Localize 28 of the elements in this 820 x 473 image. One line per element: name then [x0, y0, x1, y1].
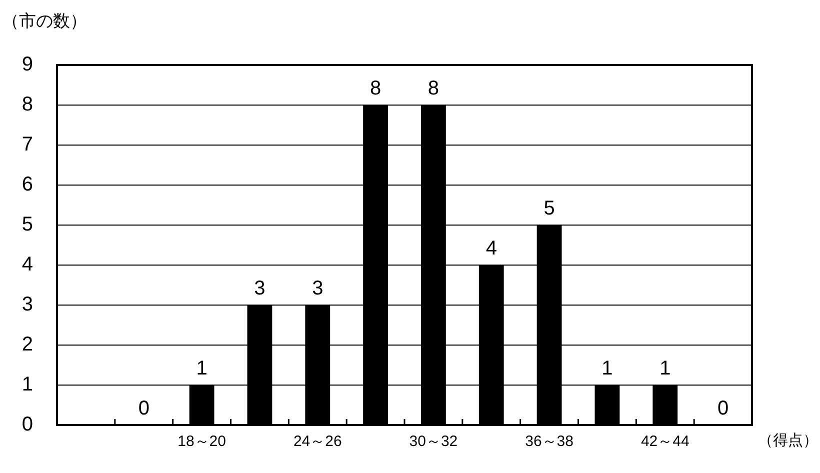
- y-tick-label: 8: [22, 94, 33, 116]
- x-tick-label: 42～44: [640, 433, 690, 450]
- x-tick-label: 30～32: [409, 433, 458, 450]
- data-label: 5: [544, 198, 555, 220]
- data-label: 8: [370, 78, 382, 100]
- y-axis-title: （市の数）: [2, 12, 87, 31]
- data-label: 1: [602, 358, 613, 380]
- y-tick-label: 1: [22, 374, 33, 396]
- x-axis-title: （得点）: [758, 432, 818, 450]
- x-tick-label: 36～38: [525, 433, 574, 450]
- data-label: 4: [486, 238, 497, 260]
- y-tick-label: 9: [22, 54, 33, 76]
- x-tick-label: 24～26: [293, 433, 342, 450]
- data-label: 3: [312, 278, 324, 300]
- y-tick-label: 3: [22, 294, 33, 316]
- y-tick-label: 7: [22, 134, 33, 156]
- data-label: 1: [196, 358, 208, 380]
- y-tick-label: 4: [22, 254, 33, 276]
- data-label: 0: [138, 398, 150, 420]
- data-label: 0: [717, 398, 729, 420]
- y-tick-label: 6: [22, 174, 33, 196]
- y-tick-label: 0: [22, 414, 33, 436]
- y-tick-label: 5: [22, 214, 33, 236]
- data-label: 1: [660, 358, 671, 380]
- data-label: 8: [428, 78, 440, 100]
- x-tick-label: 18～20: [178, 433, 226, 450]
- data-label: 3: [254, 278, 266, 300]
- y-tick-label: 2: [22, 334, 33, 356]
